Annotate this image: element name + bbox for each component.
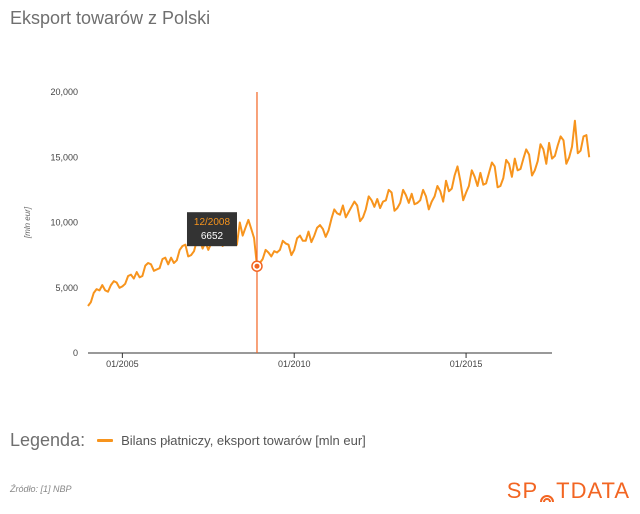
series-line	[87, 119, 591, 307]
tooltip-box	[186, 212, 237, 247]
legend-swatch[interactable]	[97, 439, 114, 442]
legend-label[interactable]: Bilans płatniczy, eksport towarów [mln e…	[121, 433, 366, 448]
spotdata-logo: SP TDATA	[507, 478, 630, 504]
y-tick-label: 10,000	[50, 218, 78, 228]
line-chart: 0 5,000 10,000 15,000 20,000 [mln eur] 01/2005…	[23, 87, 591, 369]
y-tick-label: 20,000	[50, 87, 78, 97]
x-tick-label: 01/2015	[450, 359, 483, 369]
logo-o-icon	[539, 483, 555, 503]
logo-text-end: TDATA	[556, 478, 630, 503]
legend: Legenda: Bilans płatniczy, eksport towar…	[10, 430, 366, 451]
x-tick-label: 01/2005	[106, 359, 139, 369]
tooltip-value: 6652	[201, 231, 224, 242]
x-tick-label: 01/2010	[278, 359, 311, 369]
y-tick-label: 0	[73, 348, 78, 358]
highlight-point[interactable]	[254, 263, 260, 269]
y-tick-label: 15,000	[50, 152, 78, 162]
legend-heading: Legenda:	[10, 430, 86, 450]
chart-title: Eksport towarów z Polski	[10, 8, 211, 28]
y-tick-label: 5,000	[55, 283, 78, 293]
logo-text-start: SP	[506, 478, 539, 503]
tooltip-date: 12/2008	[194, 217, 231, 228]
source-note: Źródło: [1] NBP	[10, 484, 72, 494]
y-axis-label: [mln eur]	[23, 206, 32, 239]
